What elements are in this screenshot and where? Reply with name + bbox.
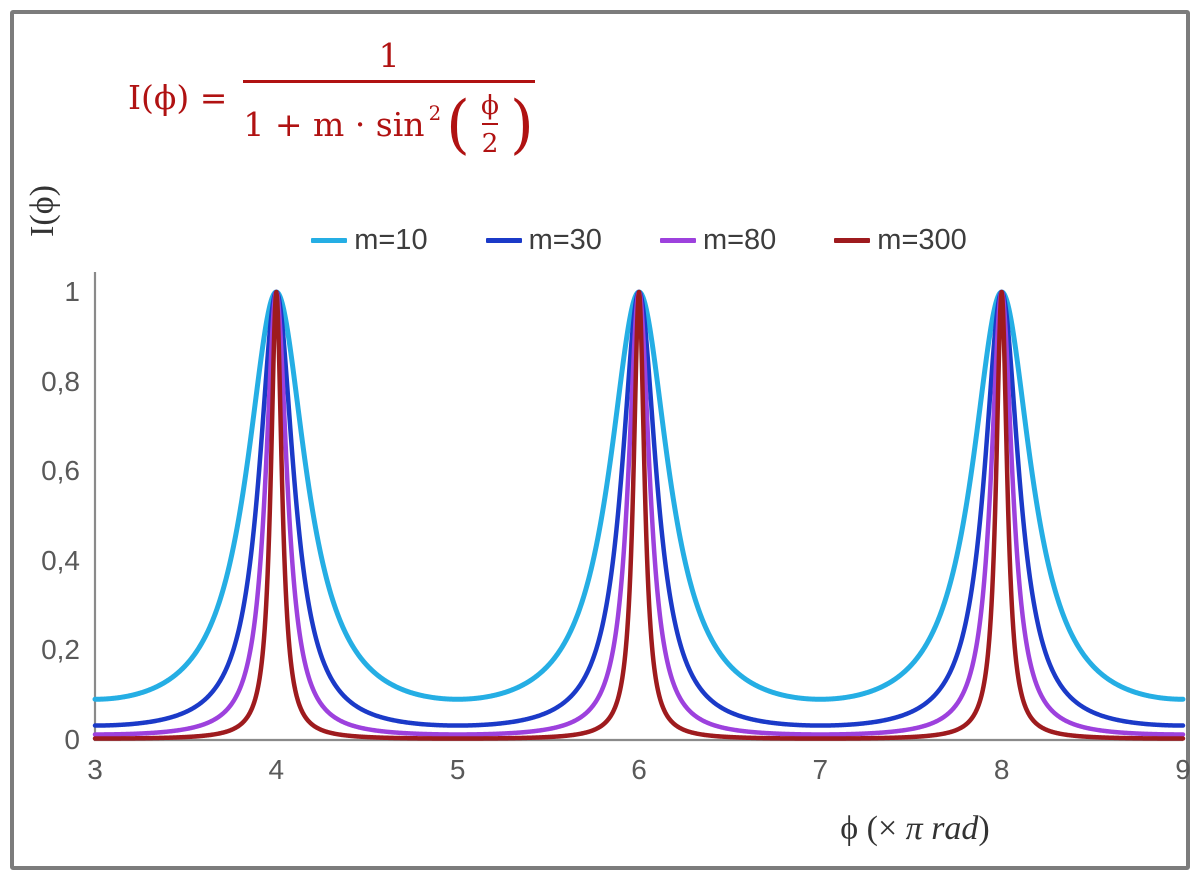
series-line-m80 <box>92 289 1186 737</box>
series-line-m300 <box>92 289 1186 741</box>
x-axis-title-close: ) <box>978 810 990 847</box>
y-tick-label: 0,4 <box>41 544 80 576</box>
formula-exponent: 2 <box>428 102 442 126</box>
legend-swatch-icon <box>311 238 348 243</box>
legend-label: m=30 <box>528 224 602 256</box>
formula-lhs: I(ϕ) = <box>128 78 228 117</box>
x-tick-label: 6 <box>631 754 647 785</box>
y-tick-label: 0,2 <box>41 634 80 666</box>
legend-swatch-icon <box>659 238 696 243</box>
series-line-m30 <box>92 289 1186 728</box>
inner-numerator: ϕ <box>480 90 499 121</box>
x-axis-title-units: π rad <box>905 810 979 847</box>
x-axis-title-phi: ϕ (× <box>840 810 906 847</box>
inner-fraction: ϕ 2 <box>476 90 504 159</box>
legend: m=10 m=30 m=80 m=300 <box>95 224 1183 257</box>
legend-swatch-icon <box>485 238 522 243</box>
legend-label: m=80 <box>702 224 777 256</box>
formula-fraction: 1 1 + m · sin 2 ( ϕ 2 ) <box>243 36 535 162</box>
chart-border <box>10 10 1190 870</box>
x-tick-label: 9 <box>1175 754 1191 785</box>
formula-denominator: 1 + m · sin 2 ( ϕ 2 ) <box>243 80 535 162</box>
x-tick-label: 3 <box>87 754 103 785</box>
legend-item: m=10 <box>311 224 428 257</box>
legend-item: m=300 <box>834 224 967 257</box>
inner-denominator: 2 <box>481 123 499 159</box>
legend-label: m=300 <box>877 224 967 256</box>
legend-swatch-icon <box>834 238 871 243</box>
x-tick-label: 5 <box>449 754 466 785</box>
open-paren: ( <box>446 86 470 162</box>
x-tick-label: 8 <box>993 754 1010 785</box>
legend-item: m=80 <box>659 224 777 257</box>
y-tick-label: 0,6 <box>41 455 80 487</box>
y-axis-title-text: I(ϕ) <box>24 185 61 237</box>
legend-label: m=10 <box>354 224 428 256</box>
y-tick-label: 0 <box>64 724 80 755</box>
x-tick-label: 4 <box>268 754 285 785</box>
formula: I(ϕ) = 1 1 + m · sin 2 ( ϕ 2 ) <box>128 36 535 159</box>
formula-den-prefix: 1 + m · sin <box>243 105 425 144</box>
x-tick-label: 7 <box>812 754 829 785</box>
close-paren: ) <box>509 86 534 162</box>
y-tick-label: 1 <box>64 276 80 307</box>
y-tick-label: 0,8 <box>41 365 80 397</box>
y-axis-title: I(ϕ) <box>24 152 70 270</box>
formula-numerator: 1 <box>378 36 400 75</box>
legend-item: m=30 <box>485 224 602 257</box>
x-axis-title: ϕ (× π rad) <box>770 810 1060 848</box>
